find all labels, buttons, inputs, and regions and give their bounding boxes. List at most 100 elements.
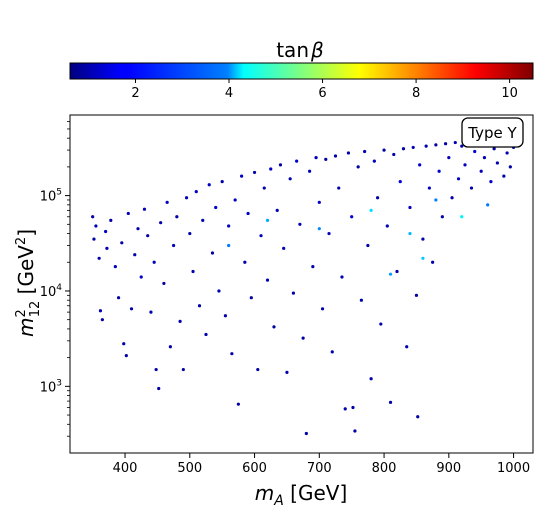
y-tick-label: 104 bbox=[40, 283, 63, 300]
scatter-point bbox=[351, 405, 355, 410]
annotation-text: Type Y bbox=[467, 124, 517, 142]
scatter-point bbox=[152, 260, 156, 264]
scatter-point bbox=[243, 260, 247, 264]
scatter-point bbox=[181, 367, 185, 372]
scatter-point bbox=[256, 367, 260, 372]
scatter-point bbox=[94, 224, 98, 228]
y-axis-title-sup: 2 bbox=[14, 309, 29, 317]
scatter-point bbox=[401, 147, 406, 151]
scatter-point bbox=[133, 253, 137, 257]
scatter-point bbox=[363, 149, 367, 154]
scatter-point bbox=[447, 156, 451, 160]
scatter-point bbox=[369, 377, 373, 381]
scatter-point bbox=[307, 169, 312, 173]
scatter-point bbox=[126, 211, 130, 216]
y-axis-title: m212 [GeV2] bbox=[14, 229, 43, 337]
scatter-point bbox=[502, 174, 506, 178]
scatter-point bbox=[262, 186, 266, 190]
colorbar-gradient bbox=[69, 62, 534, 80]
scatter-point bbox=[91, 215, 95, 219]
x-axis-title-main: m bbox=[255, 481, 274, 505]
scatter-point bbox=[109, 218, 113, 222]
scatter-point bbox=[291, 291, 296, 295]
scatter-point bbox=[486, 203, 490, 207]
scatter-point bbox=[214, 205, 218, 210]
scatter-point bbox=[116, 296, 121, 300]
scatter-point bbox=[227, 224, 231, 228]
y-tick-base: 10 bbox=[40, 190, 57, 205]
x-tick-label: 600 bbox=[242, 461, 267, 476]
scatter-point bbox=[408, 205, 412, 210]
scatter-point bbox=[129, 307, 134, 311]
scatter-point bbox=[298, 222, 302, 226]
x-axis-title-unit: [GeV] bbox=[284, 481, 347, 505]
scatter-point bbox=[269, 167, 273, 171]
scatter-point bbox=[149, 310, 153, 314]
scatter-point bbox=[320, 307, 325, 311]
y-tick-label: 103 bbox=[40, 378, 62, 395]
scatter-point bbox=[372, 159, 376, 163]
scatter-point bbox=[98, 309, 103, 313]
scatter-point bbox=[440, 215, 444, 219]
scatter-point bbox=[437, 169, 441, 173]
y-tick-label: 105 bbox=[40, 188, 62, 205]
scatter-point bbox=[359, 298, 363, 302]
scatter-point bbox=[168, 345, 172, 349]
scatter-point bbox=[178, 319, 182, 323]
scatter-point bbox=[265, 278, 270, 282]
scatter-point bbox=[453, 140, 457, 145]
scatter-point bbox=[285, 370, 289, 375]
scatter-point bbox=[191, 269, 195, 274]
scatter-point bbox=[405, 345, 409, 349]
y-axis-title-unit-open: [GeV bbox=[14, 245, 38, 301]
scatter-point bbox=[375, 196, 380, 200]
scatter-point bbox=[159, 221, 163, 225]
scatter-point bbox=[236, 402, 240, 406]
scatter-point bbox=[411, 145, 415, 150]
scatter-point bbox=[282, 246, 286, 250]
scatter-point bbox=[434, 143, 438, 147]
scatter-point bbox=[382, 148, 386, 152]
scatter-point bbox=[443, 142, 448, 146]
plot-frame bbox=[69, 114, 534, 454]
colorbar-tick-label: 6 bbox=[318, 86, 326, 101]
scatter-point bbox=[317, 200, 321, 204]
y-tick-base: 10 bbox=[40, 380, 57, 395]
scatter-point bbox=[301, 336, 305, 340]
type-annotation: Type Y bbox=[461, 117, 524, 148]
scatter-point bbox=[369, 208, 373, 212]
scatter-point bbox=[317, 227, 321, 231]
scatter-point bbox=[385, 224, 389, 228]
scatter-point bbox=[416, 415, 420, 419]
scatter-point bbox=[356, 165, 360, 169]
scatter-point bbox=[456, 177, 461, 181]
scatter-point bbox=[157, 386, 161, 391]
scatter-point bbox=[333, 154, 338, 158]
scatter-point bbox=[124, 354, 128, 358]
x-axis-title-sub: A bbox=[273, 493, 284, 509]
x-tick-label: 900 bbox=[436, 461, 461, 476]
scatter-point bbox=[492, 147, 496, 151]
scatter-point bbox=[259, 234, 263, 238]
scatter-point bbox=[197, 304, 202, 308]
scatter-point bbox=[104, 229, 108, 234]
x-tick-label: 1000 bbox=[497, 461, 530, 476]
scatter-point bbox=[343, 407, 347, 411]
scatter-point bbox=[395, 269, 399, 274]
scatter-point bbox=[473, 149, 477, 154]
scatter-point bbox=[288, 177, 292, 181]
x-tick-label: 400 bbox=[113, 461, 138, 476]
scatter-point bbox=[424, 144, 428, 148]
scatter-point bbox=[311, 265, 315, 269]
x-tick-label: 800 bbox=[372, 461, 397, 476]
scatter-point bbox=[227, 243, 231, 248]
scatter-point bbox=[272, 325, 276, 329]
y-axis-title-unit-sup: 2 bbox=[14, 237, 29, 245]
scatter-point bbox=[421, 256, 425, 260]
y-tick-base: 10 bbox=[40, 285, 57, 300]
scatter-point bbox=[463, 163, 467, 167]
scatter-point bbox=[398, 180, 402, 184]
scatter-point bbox=[388, 400, 393, 404]
y-tick-exp: 4 bbox=[56, 283, 62, 293]
